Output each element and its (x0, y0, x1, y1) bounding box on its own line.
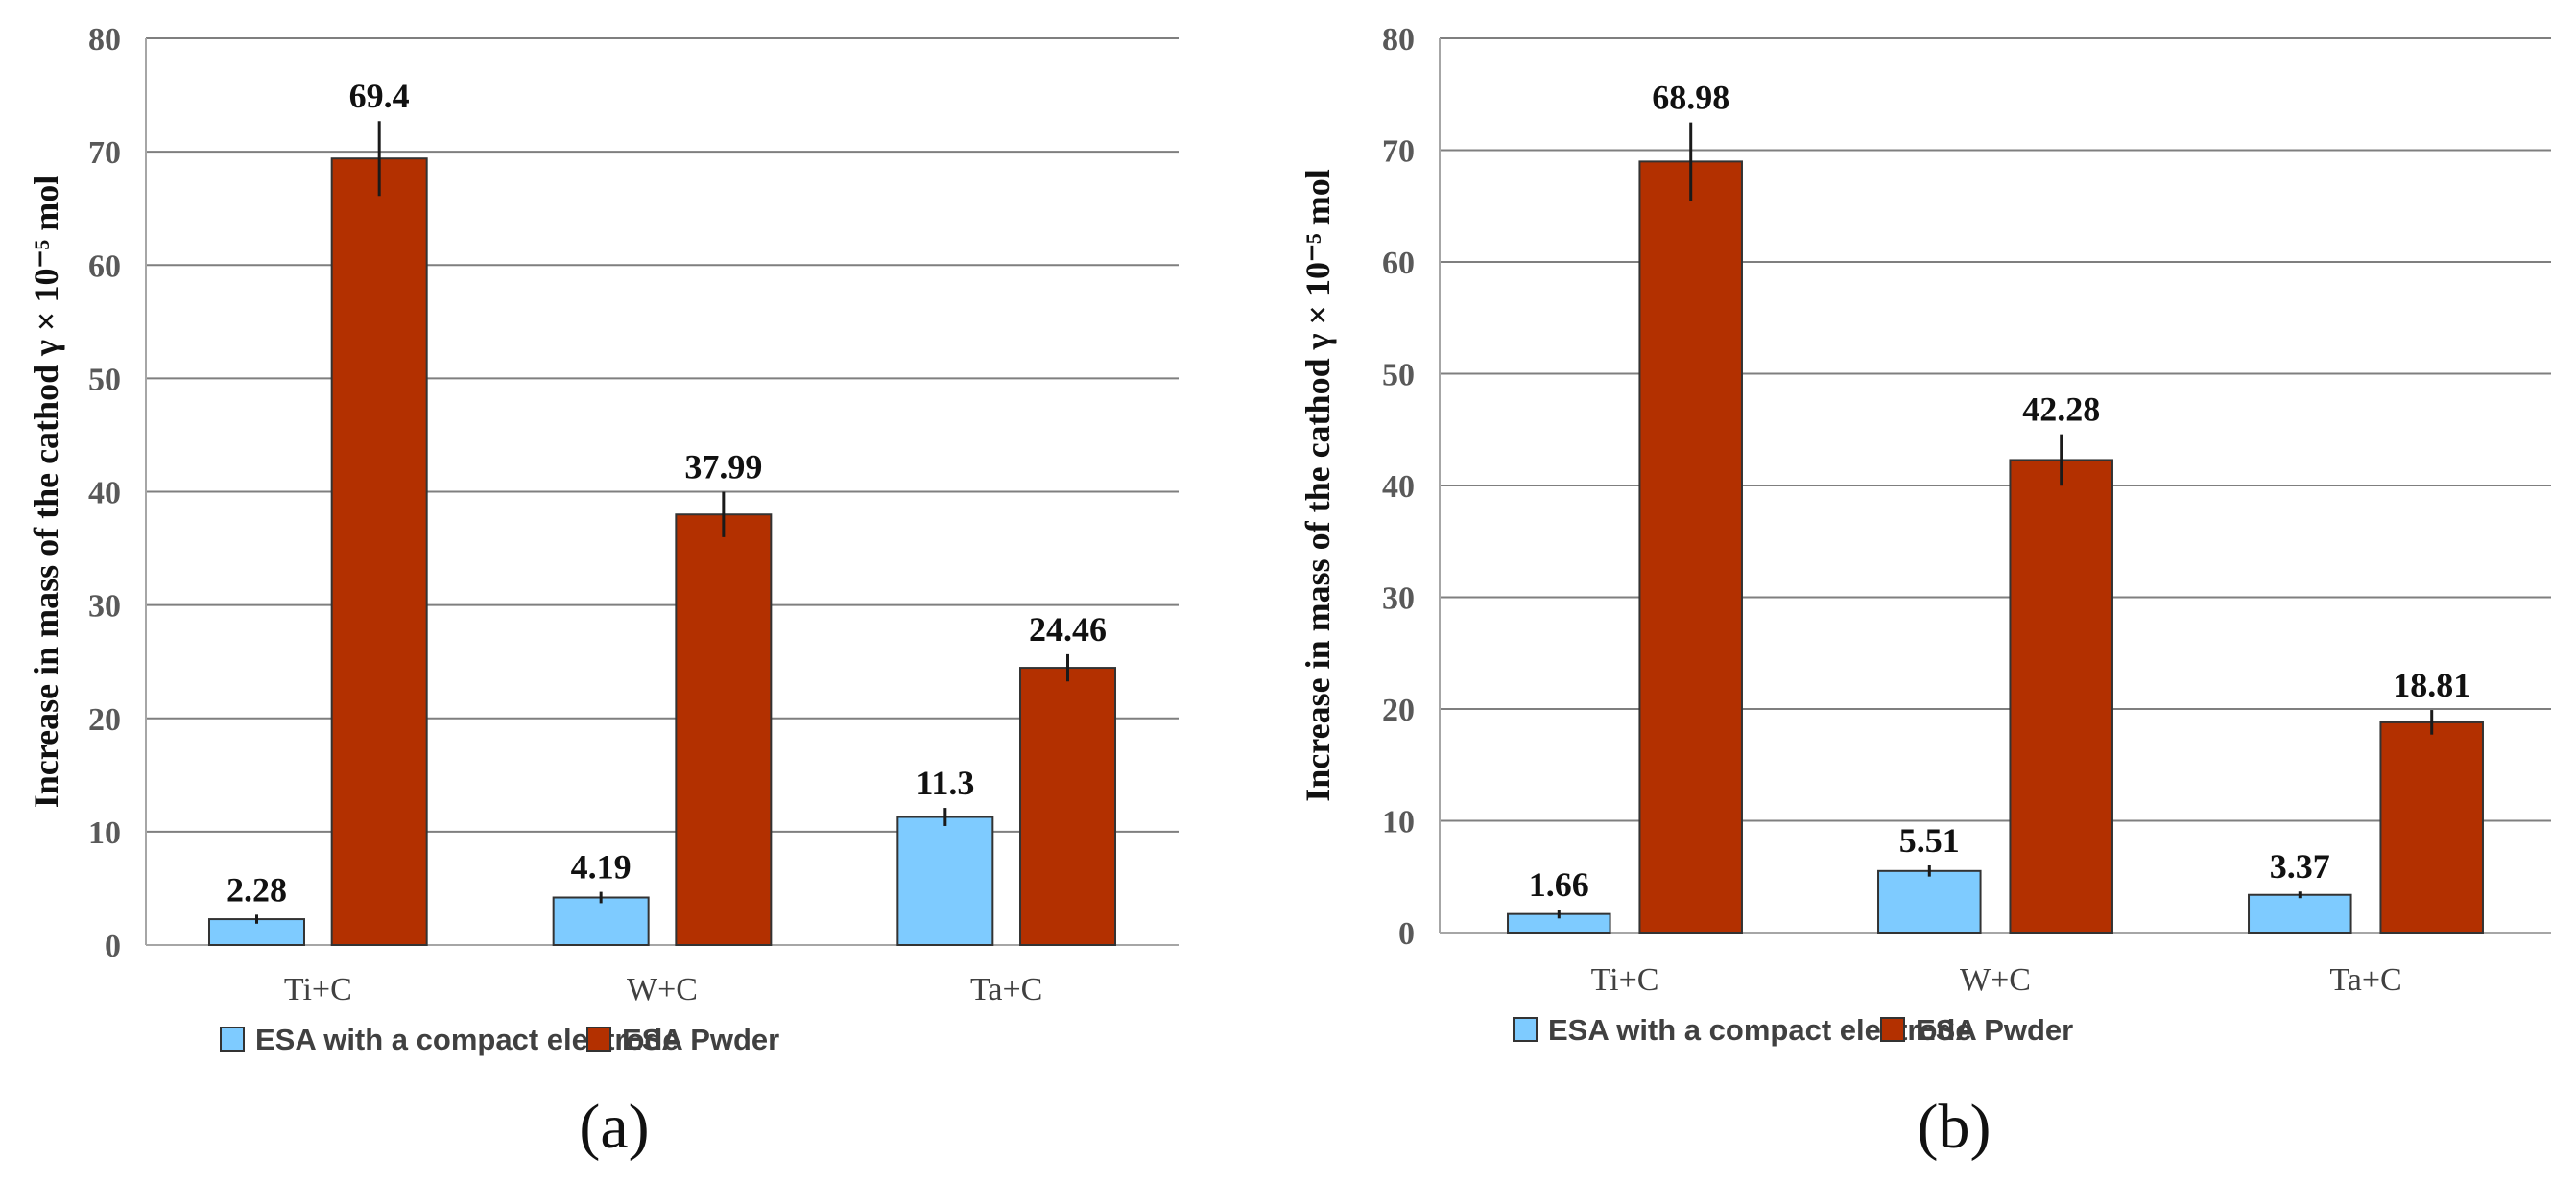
x-tick-label: W+C (1960, 962, 2031, 998)
y-tick-label: 50 (88, 362, 121, 397)
data-label: 18.81 (2393, 666, 2470, 704)
bar-powder (330, 157, 428, 946)
bar-powder (2009, 459, 2113, 934)
y-tick-label: 20 (88, 702, 121, 738)
bar-compact (2248, 893, 2352, 934)
y-tick-label: 20 (1382, 693, 1415, 728)
data-label: 69.4 (349, 77, 410, 115)
y-tick-label: 80 (1382, 22, 1415, 58)
data-label: 2.28 (227, 870, 287, 909)
bar-powder (1638, 160, 1743, 934)
y-tick-label: 0 (1398, 916, 1415, 952)
x-tick-label: Ti+C (1591, 962, 1659, 998)
y-axis-title: Increase in mass of the cathod γ × 10⁻⁵ … (1299, 169, 1337, 801)
x-tick-label: Ta+C (970, 972, 1042, 1007)
y-tick-label: 70 (1382, 134, 1415, 170)
chart-panel-a: 0 10 20 30 40 50 60 70 80 Ti+C 2.28 69.4 W+C 4.19 37.9… (27, 22, 1179, 1162)
data-label: 3.37 (2270, 847, 2330, 886)
data-label: 4.19 (571, 848, 632, 886)
data-label: 1.66 (1529, 865, 1589, 904)
y-tick-label: 40 (1382, 469, 1415, 505)
legend-swatch (1513, 1017, 1538, 1042)
bar-powder (2379, 721, 2484, 934)
y-tick-label: 30 (1382, 581, 1415, 617)
data-label: 68.98 (1652, 79, 1729, 117)
legend-swatch (586, 1027, 611, 1052)
legend-swatch (220, 1027, 245, 1052)
y-tick-label: 50 (1382, 358, 1415, 393)
bar-powder (675, 513, 773, 946)
bar-compact (1877, 869, 1982, 934)
legend-label: ESA with a compact electrode (1548, 1013, 1972, 1047)
y-tick-label: 40 (88, 476, 121, 511)
x-tick-label: Ti+C (284, 972, 352, 1007)
panel-label: (b) (1918, 1092, 1992, 1162)
y-tick-label: 10 (1382, 805, 1415, 840)
y-tick-label: 30 (88, 589, 121, 625)
y-tick-label: 60 (1382, 246, 1415, 281)
x-tick-label: W+C (627, 972, 698, 1007)
y-tick-label: 0 (105, 929, 121, 964)
legend-label: ESA with a compact electrode (255, 1023, 680, 1056)
bar-compact (896, 816, 994, 946)
data-label: 37.99 (684, 448, 762, 486)
data-label: 42.28 (2022, 390, 2100, 429)
data-label: 5.51 (1899, 821, 1960, 860)
y-tick-label: 60 (88, 248, 121, 284)
data-label: 11.3 (916, 764, 974, 802)
bar-compact (552, 896, 650, 946)
y-tick-label: 70 (88, 135, 121, 171)
y-axis-title: Increase in mass of the cathod γ × 10⁻⁵ … (27, 176, 65, 808)
x-tick-label: Ta+C (2329, 962, 2401, 998)
data-label: 24.46 (1029, 610, 1107, 649)
legend-label: ESA Pwder (622, 1023, 779, 1056)
panel-label: (a) (579, 1092, 649, 1162)
y-tick-label: 80 (88, 22, 121, 58)
chart-panel-b: 0 10 20 30 40 50 60 70 80 Ti+C 1.66 68.98 W+C 5.51 42.… (1299, 22, 2551, 1162)
legend-swatch (1880, 1017, 1905, 1042)
bar-powder (1019, 667, 1117, 946)
legend-label: ESA Pwder (1916, 1013, 2073, 1047)
y-tick-label: 10 (88, 816, 121, 851)
